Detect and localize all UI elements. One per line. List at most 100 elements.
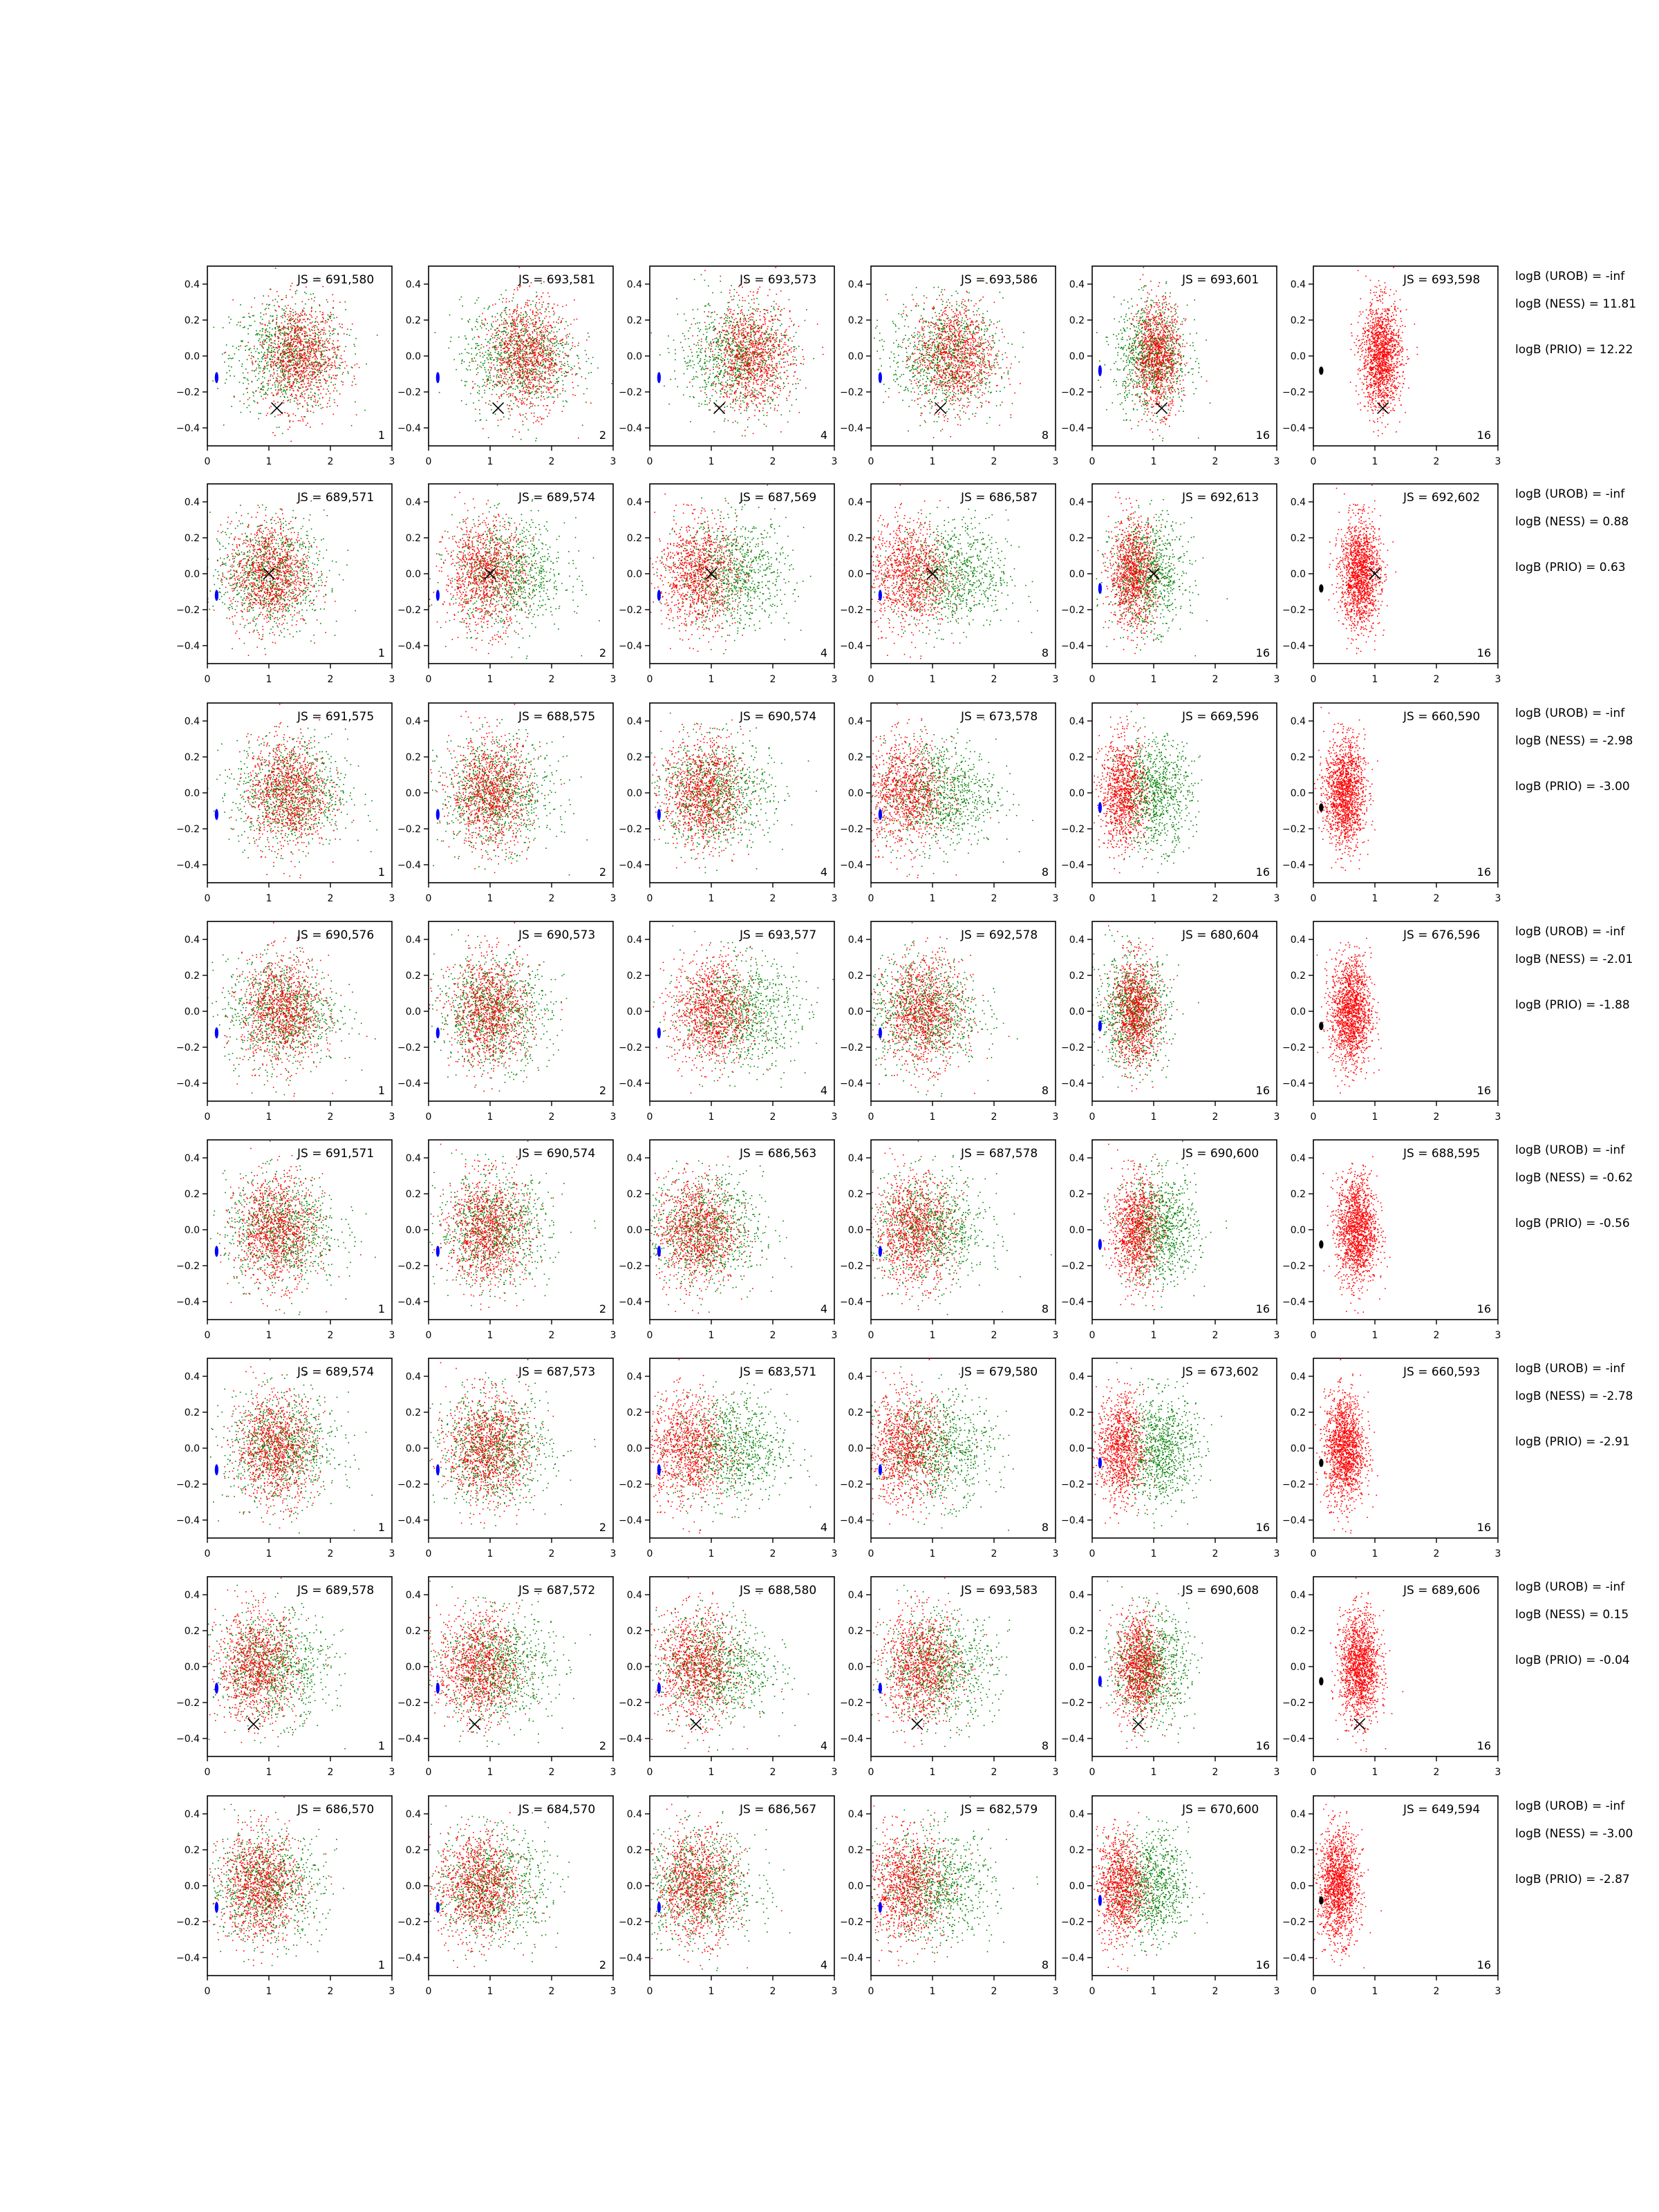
red-point [747,402,748,404]
red-point [232,299,234,301]
red-point [288,415,289,417]
red-point [503,360,504,362]
red-point [282,365,283,366]
y-tick-label: 0.4 [406,279,421,290]
green-point [508,418,509,420]
green-point [557,353,559,355]
red-point [769,338,771,339]
red-point [265,357,267,359]
green-point [565,371,567,373]
red-point [512,322,513,324]
red-point [551,326,552,327]
red-point [292,339,294,340]
green-point [313,412,315,413]
red-point [561,343,562,344]
red-point [522,357,523,359]
green-point [523,378,524,379]
red-point [310,356,311,357]
green-point [789,411,791,412]
green-point [299,361,301,362]
red-point [285,353,286,355]
red-point [291,354,292,355]
red-point [305,371,306,373]
red-point [532,371,533,373]
green-point [556,371,558,373]
red-point [529,349,530,350]
green-point [293,348,294,350]
green-point [277,364,279,365]
red-point [520,375,521,377]
green-point [738,346,739,347]
green-point [268,362,269,363]
red-point [268,364,269,366]
green-point [787,355,789,356]
green-point [284,331,285,332]
red-point [497,328,498,329]
red-point [550,339,552,340]
green-point [475,409,476,410]
red-point [701,339,702,340]
red-point [564,328,565,330]
red-point [296,371,297,373]
red-point [250,358,252,359]
red-point [332,307,334,308]
green-point [561,375,563,376]
green-point [236,348,237,349]
green-point [709,328,710,330]
red-point [324,364,326,366]
red-point [482,353,483,354]
red-point [538,342,540,344]
red-point [303,384,305,385]
green-point [240,304,241,306]
red-point [302,357,303,359]
red-point [268,308,270,309]
red-point [509,415,511,416]
red-point [330,327,331,328]
green-point [741,356,742,357]
red-point [549,392,550,393]
green-point [537,366,538,367]
red-point [292,421,294,422]
red-point [333,349,335,350]
red-point [508,350,509,351]
green-point [727,308,728,310]
green-point [259,378,260,379]
green-point [611,383,612,384]
green-point [705,328,706,330]
red-point [294,326,296,328]
red-point [299,358,301,359]
green-point [259,339,261,340]
red-point [512,393,514,395]
red-point [513,373,514,374]
green-point [311,363,312,364]
green-point [780,377,781,378]
green-point [319,304,320,306]
red-point [300,360,301,362]
green-point [465,381,466,382]
green-point [693,361,694,362]
green-point [543,340,544,341]
green-point [703,334,704,335]
red-point [313,348,315,350]
red-point [262,347,263,348]
red-point [746,353,747,354]
red-point [498,358,500,359]
green-point [743,330,744,331]
green-point [489,377,491,379]
green-point [668,352,670,353]
red-point [319,372,321,373]
red-point [512,382,513,383]
green-point [713,326,715,327]
red-point [562,411,563,412]
red-point [303,353,305,354]
red-point [288,317,290,318]
red-point [325,362,326,364]
green-point [521,439,522,440]
green-point [468,344,469,345]
green-point [733,350,735,351]
red-point [472,388,474,389]
red-point [283,400,284,402]
green-point [272,316,273,317]
green-point [315,311,317,312]
red-point [279,326,280,327]
